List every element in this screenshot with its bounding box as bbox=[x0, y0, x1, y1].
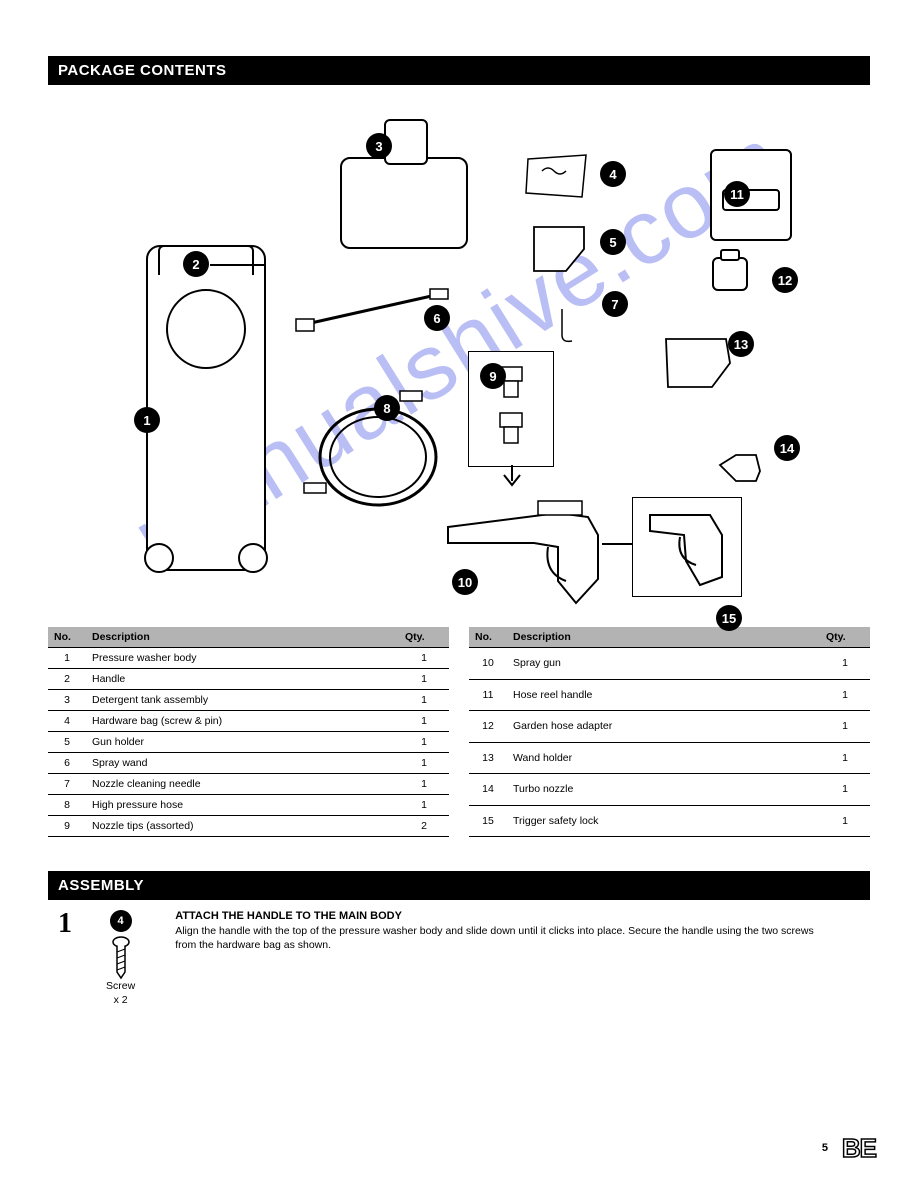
section-header-package: PACKAGE CONTENTS bbox=[48, 56, 870, 85]
col-header-no: No. bbox=[48, 627, 86, 648]
cell-no: 7 bbox=[48, 774, 86, 795]
cell-no: 3 bbox=[48, 690, 86, 711]
screw-callout-block: 4 Screw x 2 bbox=[106, 910, 135, 1007]
cell-no: 9 bbox=[48, 816, 86, 837]
table-row: 3Detergent tank assembly1 bbox=[48, 690, 449, 711]
table-row: 2Handle1 bbox=[48, 669, 449, 690]
cell-qty: 1 bbox=[820, 774, 870, 806]
cell-qty: 2 bbox=[399, 816, 449, 837]
cell-qty: 1 bbox=[399, 669, 449, 690]
cell-no: 5 bbox=[48, 732, 86, 753]
cell-no: 13 bbox=[469, 742, 507, 774]
callout-1: 1 bbox=[134, 407, 160, 433]
cell-no: 10 bbox=[469, 648, 507, 680]
cell-no: 1 bbox=[48, 648, 86, 669]
callout-2: 2 bbox=[183, 251, 209, 277]
table-row: 5Gun holder1 bbox=[48, 732, 449, 753]
assembly-section: ASSEMBLY 1 4 Screw x 2 ATTACH THE HANDLE… bbox=[48, 871, 870, 1007]
section-header-assembly: ASSEMBLY bbox=[48, 871, 870, 900]
package-diagram: manualshive.com bbox=[48, 89, 870, 619]
cell-qty: 1 bbox=[399, 690, 449, 711]
screw-callout-number: 4 bbox=[110, 910, 132, 932]
cell-qty: 1 bbox=[820, 679, 870, 711]
cell-no: 15 bbox=[469, 805, 507, 837]
cell-desc: Spray gun bbox=[507, 648, 820, 680]
table-row: 12Garden hose adapter1 bbox=[469, 711, 870, 743]
cell-desc: Wand holder bbox=[507, 742, 820, 774]
screw-label-2: x 2 bbox=[114, 994, 128, 1008]
table-row: 4Hardware bag (screw & pin)1 bbox=[48, 711, 449, 732]
callout-4: 4 bbox=[600, 161, 626, 187]
callout-8: 8 bbox=[374, 395, 400, 421]
cell-qty: 1 bbox=[820, 711, 870, 743]
cell-no: 12 bbox=[469, 711, 507, 743]
step-number: 1 bbox=[58, 910, 72, 938]
table-row: 13Wand holder1 bbox=[469, 742, 870, 774]
callout-7: 7 bbox=[602, 291, 628, 317]
table-row: 11Hose reel handle1 bbox=[469, 679, 870, 711]
table-row: 6Spray wand1 bbox=[48, 753, 449, 774]
cell-qty: 1 bbox=[399, 774, 449, 795]
step-title: ATTACH THE HANDLE TO THE MAIN BODY bbox=[175, 910, 815, 922]
col-header-no: No. bbox=[469, 627, 507, 648]
callout-5: 5 bbox=[600, 229, 626, 255]
cell-desc: Trigger safety lock bbox=[507, 805, 820, 837]
parts-tables: No. Description Qty. 1Pressure washer bo… bbox=[48, 627, 870, 837]
col-header-qty: Qty. bbox=[399, 627, 449, 648]
cell-desc: Handle bbox=[86, 669, 399, 690]
callout-9: 9 bbox=[480, 363, 506, 389]
cell-desc: Hose reel handle bbox=[507, 679, 820, 711]
cell-desc: Turbo nozzle bbox=[507, 774, 820, 806]
cell-qty: 1 bbox=[820, 742, 870, 774]
cell-qty: 1 bbox=[820, 648, 870, 680]
callout-13: 13 bbox=[728, 331, 754, 357]
step-text: Align the handle with the top of the pre… bbox=[175, 924, 815, 952]
page-number: 5 bbox=[822, 1142, 828, 1154]
callout-15: 15 bbox=[716, 605, 742, 631]
col-header-desc: Description bbox=[86, 627, 399, 648]
cell-qty: 1 bbox=[399, 648, 449, 669]
table-row: 7Nozzle cleaning needle1 bbox=[48, 774, 449, 795]
callout-12: 12 bbox=[772, 267, 798, 293]
cell-qty: 1 bbox=[399, 795, 449, 816]
cell-no: 4 bbox=[48, 711, 86, 732]
assembly-step-1: 1 4 Screw x 2 ATTACH THE HANDLE TO THE M… bbox=[48, 910, 870, 1007]
table-row: 1Pressure washer body1 bbox=[48, 648, 449, 669]
table-row: 8High pressure hose1 bbox=[48, 795, 449, 816]
parts-table-right: No. Description Qty. 10Spray gun111Hose … bbox=[469, 627, 870, 837]
cell-desc: High pressure hose bbox=[86, 795, 399, 816]
callout-10: 10 bbox=[452, 569, 478, 595]
cell-desc: Gun holder bbox=[86, 732, 399, 753]
parts-table-left: No. Description Qty. 1Pressure washer bo… bbox=[48, 627, 449, 837]
cell-qty: 1 bbox=[399, 732, 449, 753]
cell-desc: Nozzle cleaning needle bbox=[86, 774, 399, 795]
cell-desc: Garden hose adapter bbox=[507, 711, 820, 743]
screw-icon bbox=[111, 936, 131, 980]
cell-qty: 1 bbox=[399, 753, 449, 774]
cell-desc: Pressure washer body bbox=[86, 648, 399, 669]
table-row: 14Turbo nozzle1 bbox=[469, 774, 870, 806]
cell-qty: 1 bbox=[820, 805, 870, 837]
col-header-qty: Qty. bbox=[820, 627, 870, 648]
cell-desc: Hardware bag (screw & pin) bbox=[86, 711, 399, 732]
cell-no: 11 bbox=[469, 679, 507, 711]
cell-desc: Detergent tank assembly bbox=[86, 690, 399, 711]
cell-no: 6 bbox=[48, 753, 86, 774]
callout-14: 14 bbox=[774, 435, 800, 461]
cell-desc: Spray wand bbox=[86, 753, 399, 774]
cell-qty: 1 bbox=[399, 711, 449, 732]
table-row: 9Nozzle tips (assorted)2 bbox=[48, 816, 449, 837]
col-header-desc: Description bbox=[507, 627, 820, 648]
screw-label-1: Screw bbox=[106, 980, 135, 994]
brand-logo: BE bbox=[842, 1133, 876, 1164]
callout-11: 11 bbox=[724, 181, 750, 207]
cell-no: 8 bbox=[48, 795, 86, 816]
cell-no: 14 bbox=[469, 774, 507, 806]
cell-desc: Nozzle tips (assorted) bbox=[86, 816, 399, 837]
callout-3: 3 bbox=[366, 133, 392, 159]
cell-no: 2 bbox=[48, 669, 86, 690]
table-row: 15Trigger safety lock1 bbox=[469, 805, 870, 837]
callout-6: 6 bbox=[424, 305, 450, 331]
table-row: 10Spray gun1 bbox=[469, 648, 870, 680]
